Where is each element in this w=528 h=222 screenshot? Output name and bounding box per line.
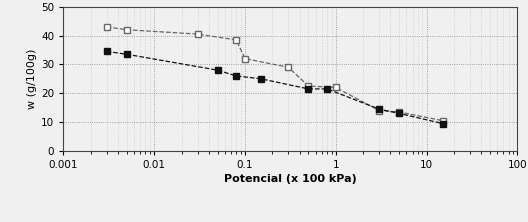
M. O. = 8.5 % — [376, 109, 382, 112]
M. O. = 8.5 % — [333, 86, 339, 89]
M. O. = 8.5 % — [242, 57, 248, 60]
Line: M. O. = 4.8 %: M. O. = 4.8 % — [103, 48, 446, 127]
M. O. = 8.5 % — [233, 39, 239, 41]
M. O. = 8.5 % — [103, 26, 110, 28]
M. O. = 8.5 % — [124, 28, 130, 31]
M. O. = 4.8 % — [376, 108, 382, 110]
M. O. = 4.8 % — [233, 75, 239, 77]
M. O. = 4.8 % — [103, 50, 110, 53]
M. O. = 8.5 % — [285, 66, 291, 69]
M. O. = 4.8 % — [396, 112, 402, 115]
Y-axis label: w (g/100g): w (g/100g) — [27, 49, 37, 109]
M. O. = 8.5 % — [396, 111, 402, 113]
M. O. = 4.8 % — [124, 53, 130, 56]
M. O. = 8.5 % — [305, 85, 312, 87]
M. O. = 4.8 % — [258, 77, 264, 80]
M. O. = 4.8 % — [305, 87, 312, 90]
M. O. = 8.5 % — [439, 119, 446, 122]
X-axis label: Potencial (x 100 kPa): Potencial (x 100 kPa) — [224, 174, 357, 184]
M. O. = 4.8 % — [439, 122, 446, 125]
M. O. = 4.8 % — [214, 69, 221, 71]
Line: M. O. = 8.5 %: M. O. = 8.5 % — [104, 24, 446, 123]
M. O. = 8.5 % — [194, 33, 201, 36]
M. O. = 4.8 % — [324, 87, 330, 90]
